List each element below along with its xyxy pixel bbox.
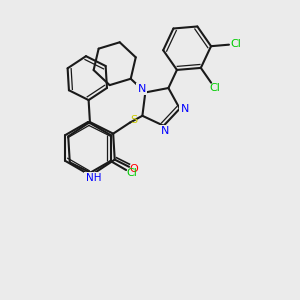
Text: N: N <box>160 126 169 136</box>
Text: Cl: Cl <box>210 83 220 93</box>
Text: S: S <box>130 115 138 125</box>
Text: Cl: Cl <box>230 39 242 49</box>
Text: Cl: Cl <box>127 169 138 178</box>
Text: N: N <box>137 84 146 94</box>
Text: NH: NH <box>85 173 101 183</box>
Text: N: N <box>181 104 189 114</box>
Text: O: O <box>129 164 138 174</box>
